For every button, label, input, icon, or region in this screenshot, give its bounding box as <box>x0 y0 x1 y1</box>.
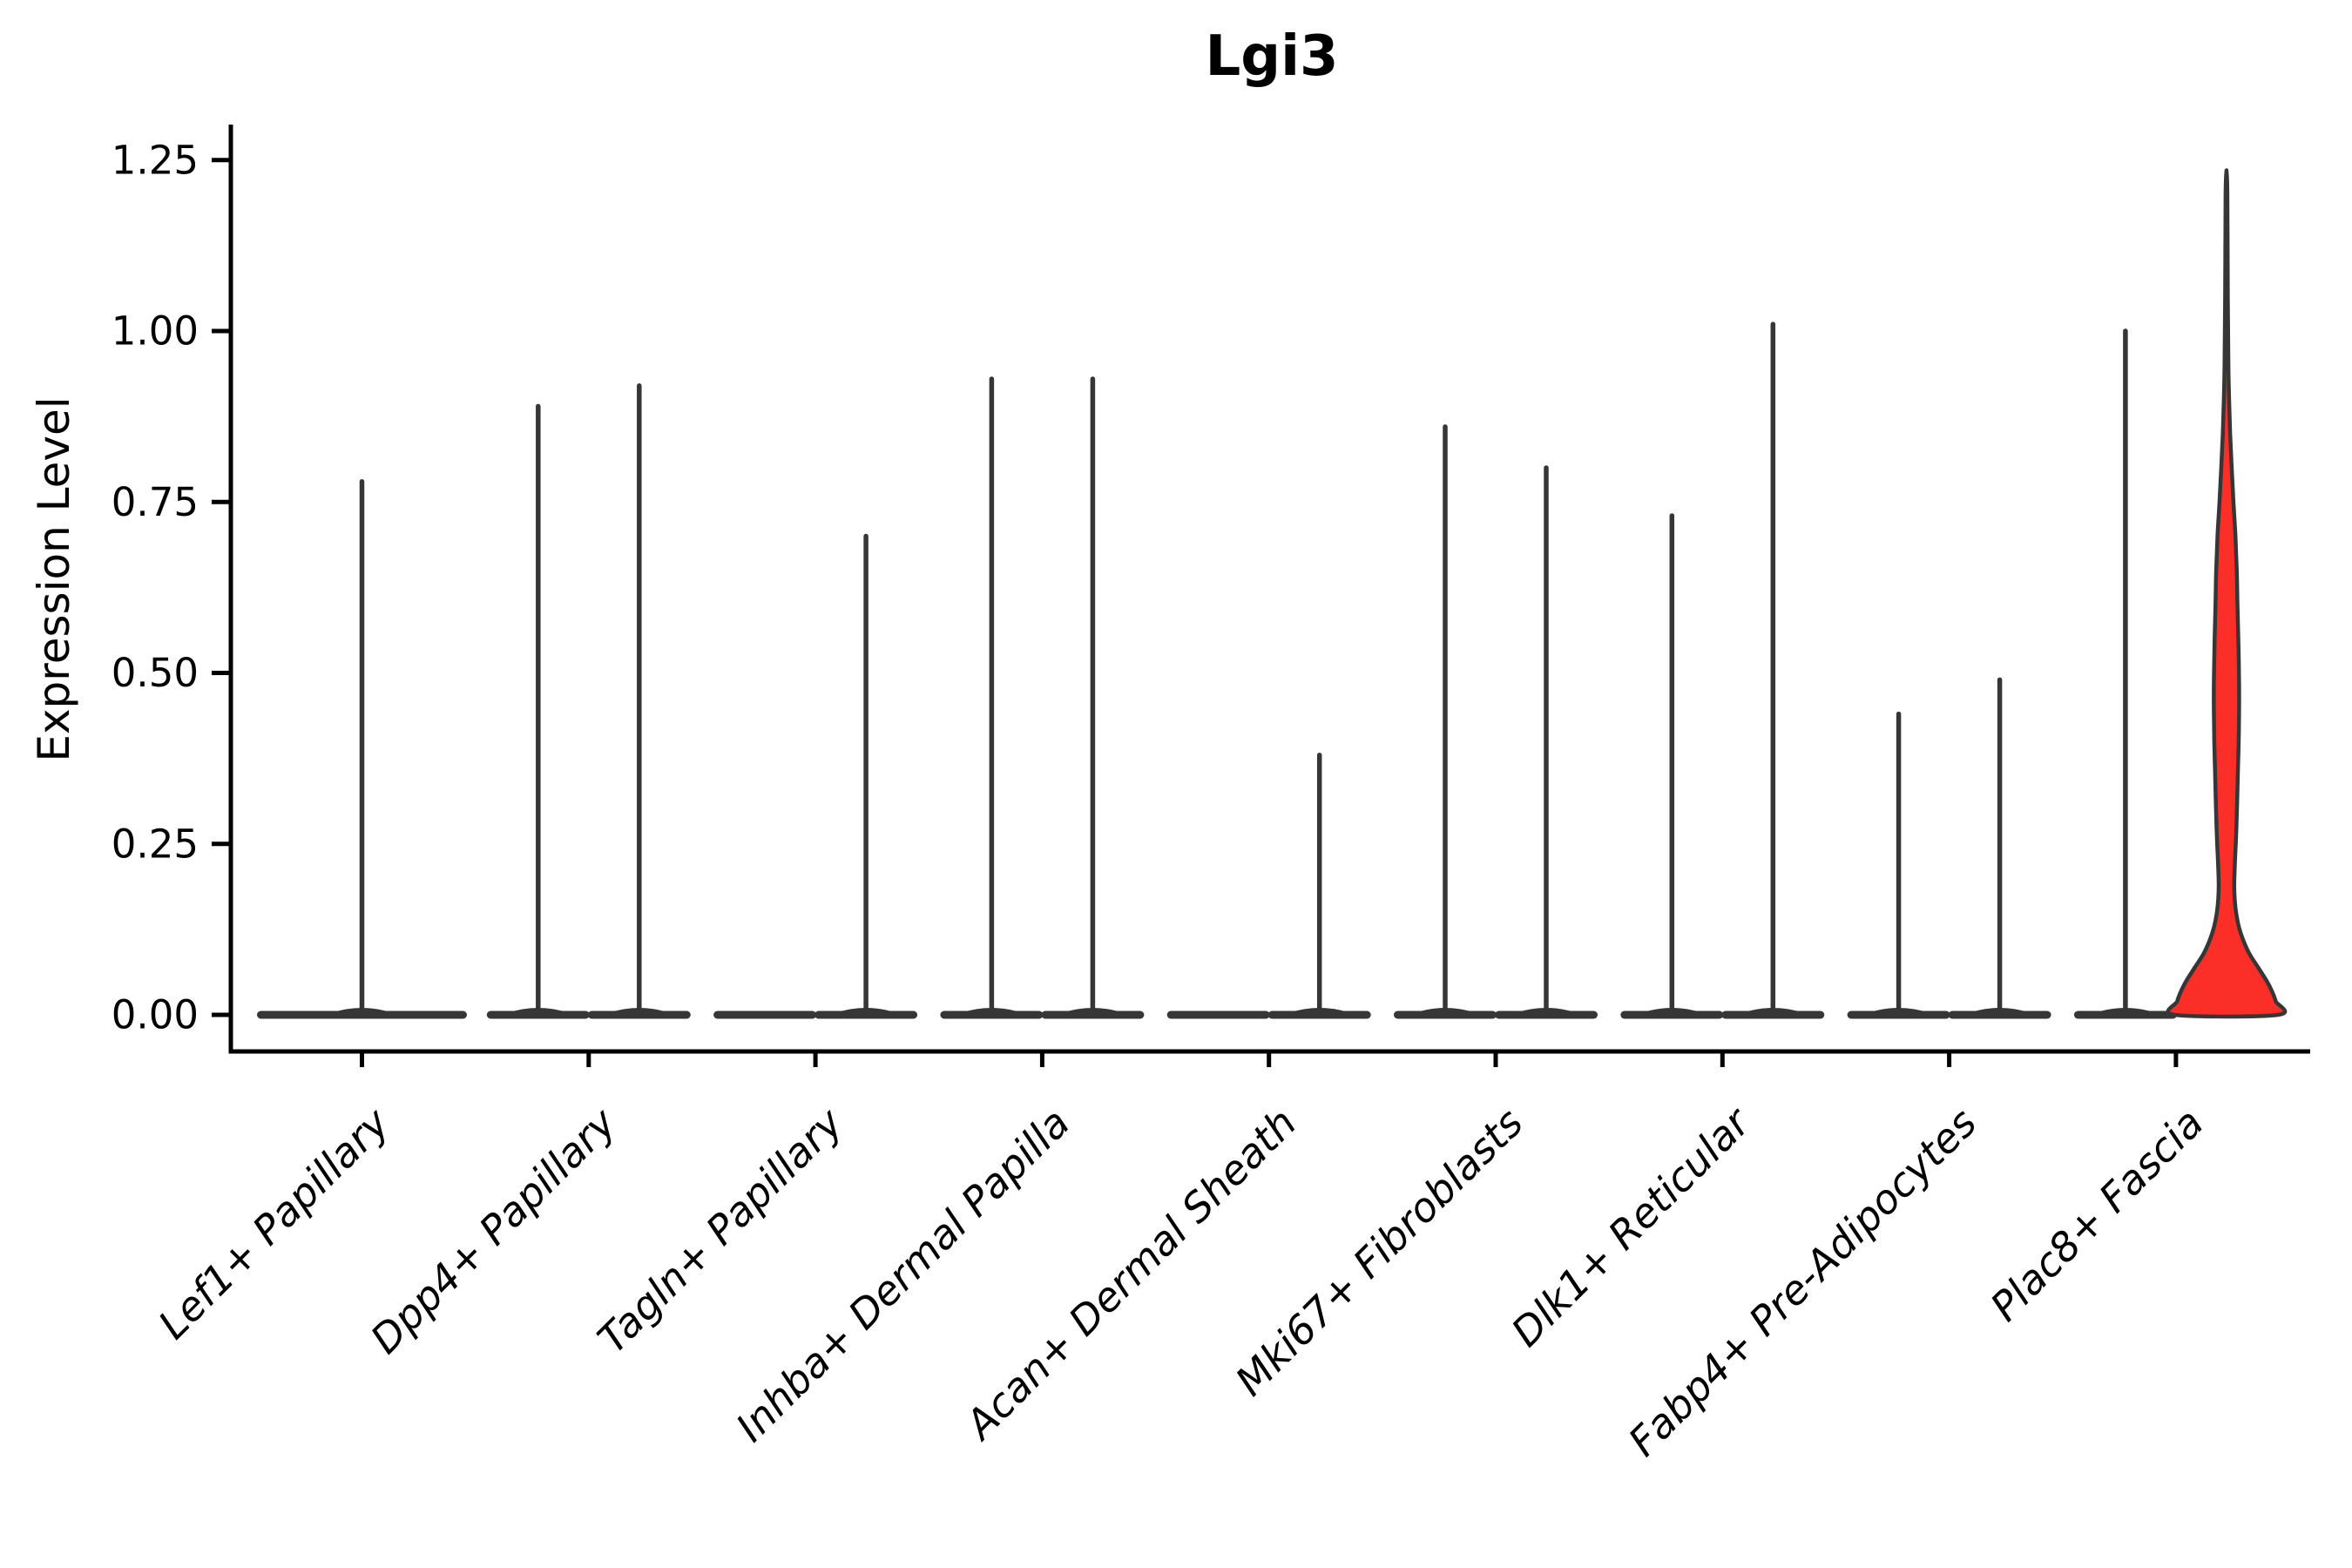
y-tick-label: 0.50 <box>112 650 199 696</box>
y-axis-title: Expression Level <box>29 396 79 762</box>
y-tick-label: 1.25 <box>112 137 199 183</box>
x-tick-label: Tagln+ Papillary <box>589 1098 853 1362</box>
violin-base <box>713 1010 817 1019</box>
x-tick-label: Dpp4+ Papillary <box>362 1098 625 1362</box>
plot-title: Lgi3 <box>1205 24 1339 89</box>
y-tick-label: 0.25 <box>112 821 199 867</box>
y-tick-label: 1.00 <box>112 308 199 355</box>
x-tick-label: Plac8+ Fascia <box>1981 1099 2212 1330</box>
y-tick-label: 0.75 <box>112 479 199 525</box>
x-tick-label: Dlk1+ Reticular <box>1502 1097 1761 1355</box>
y-tick-label: 0.00 <box>112 992 199 1038</box>
violin-highlighted <box>2166 168 2288 1019</box>
x-tick-label: Lef1+ Papillary <box>149 1098 398 1348</box>
violin-base <box>1166 1010 1270 1019</box>
